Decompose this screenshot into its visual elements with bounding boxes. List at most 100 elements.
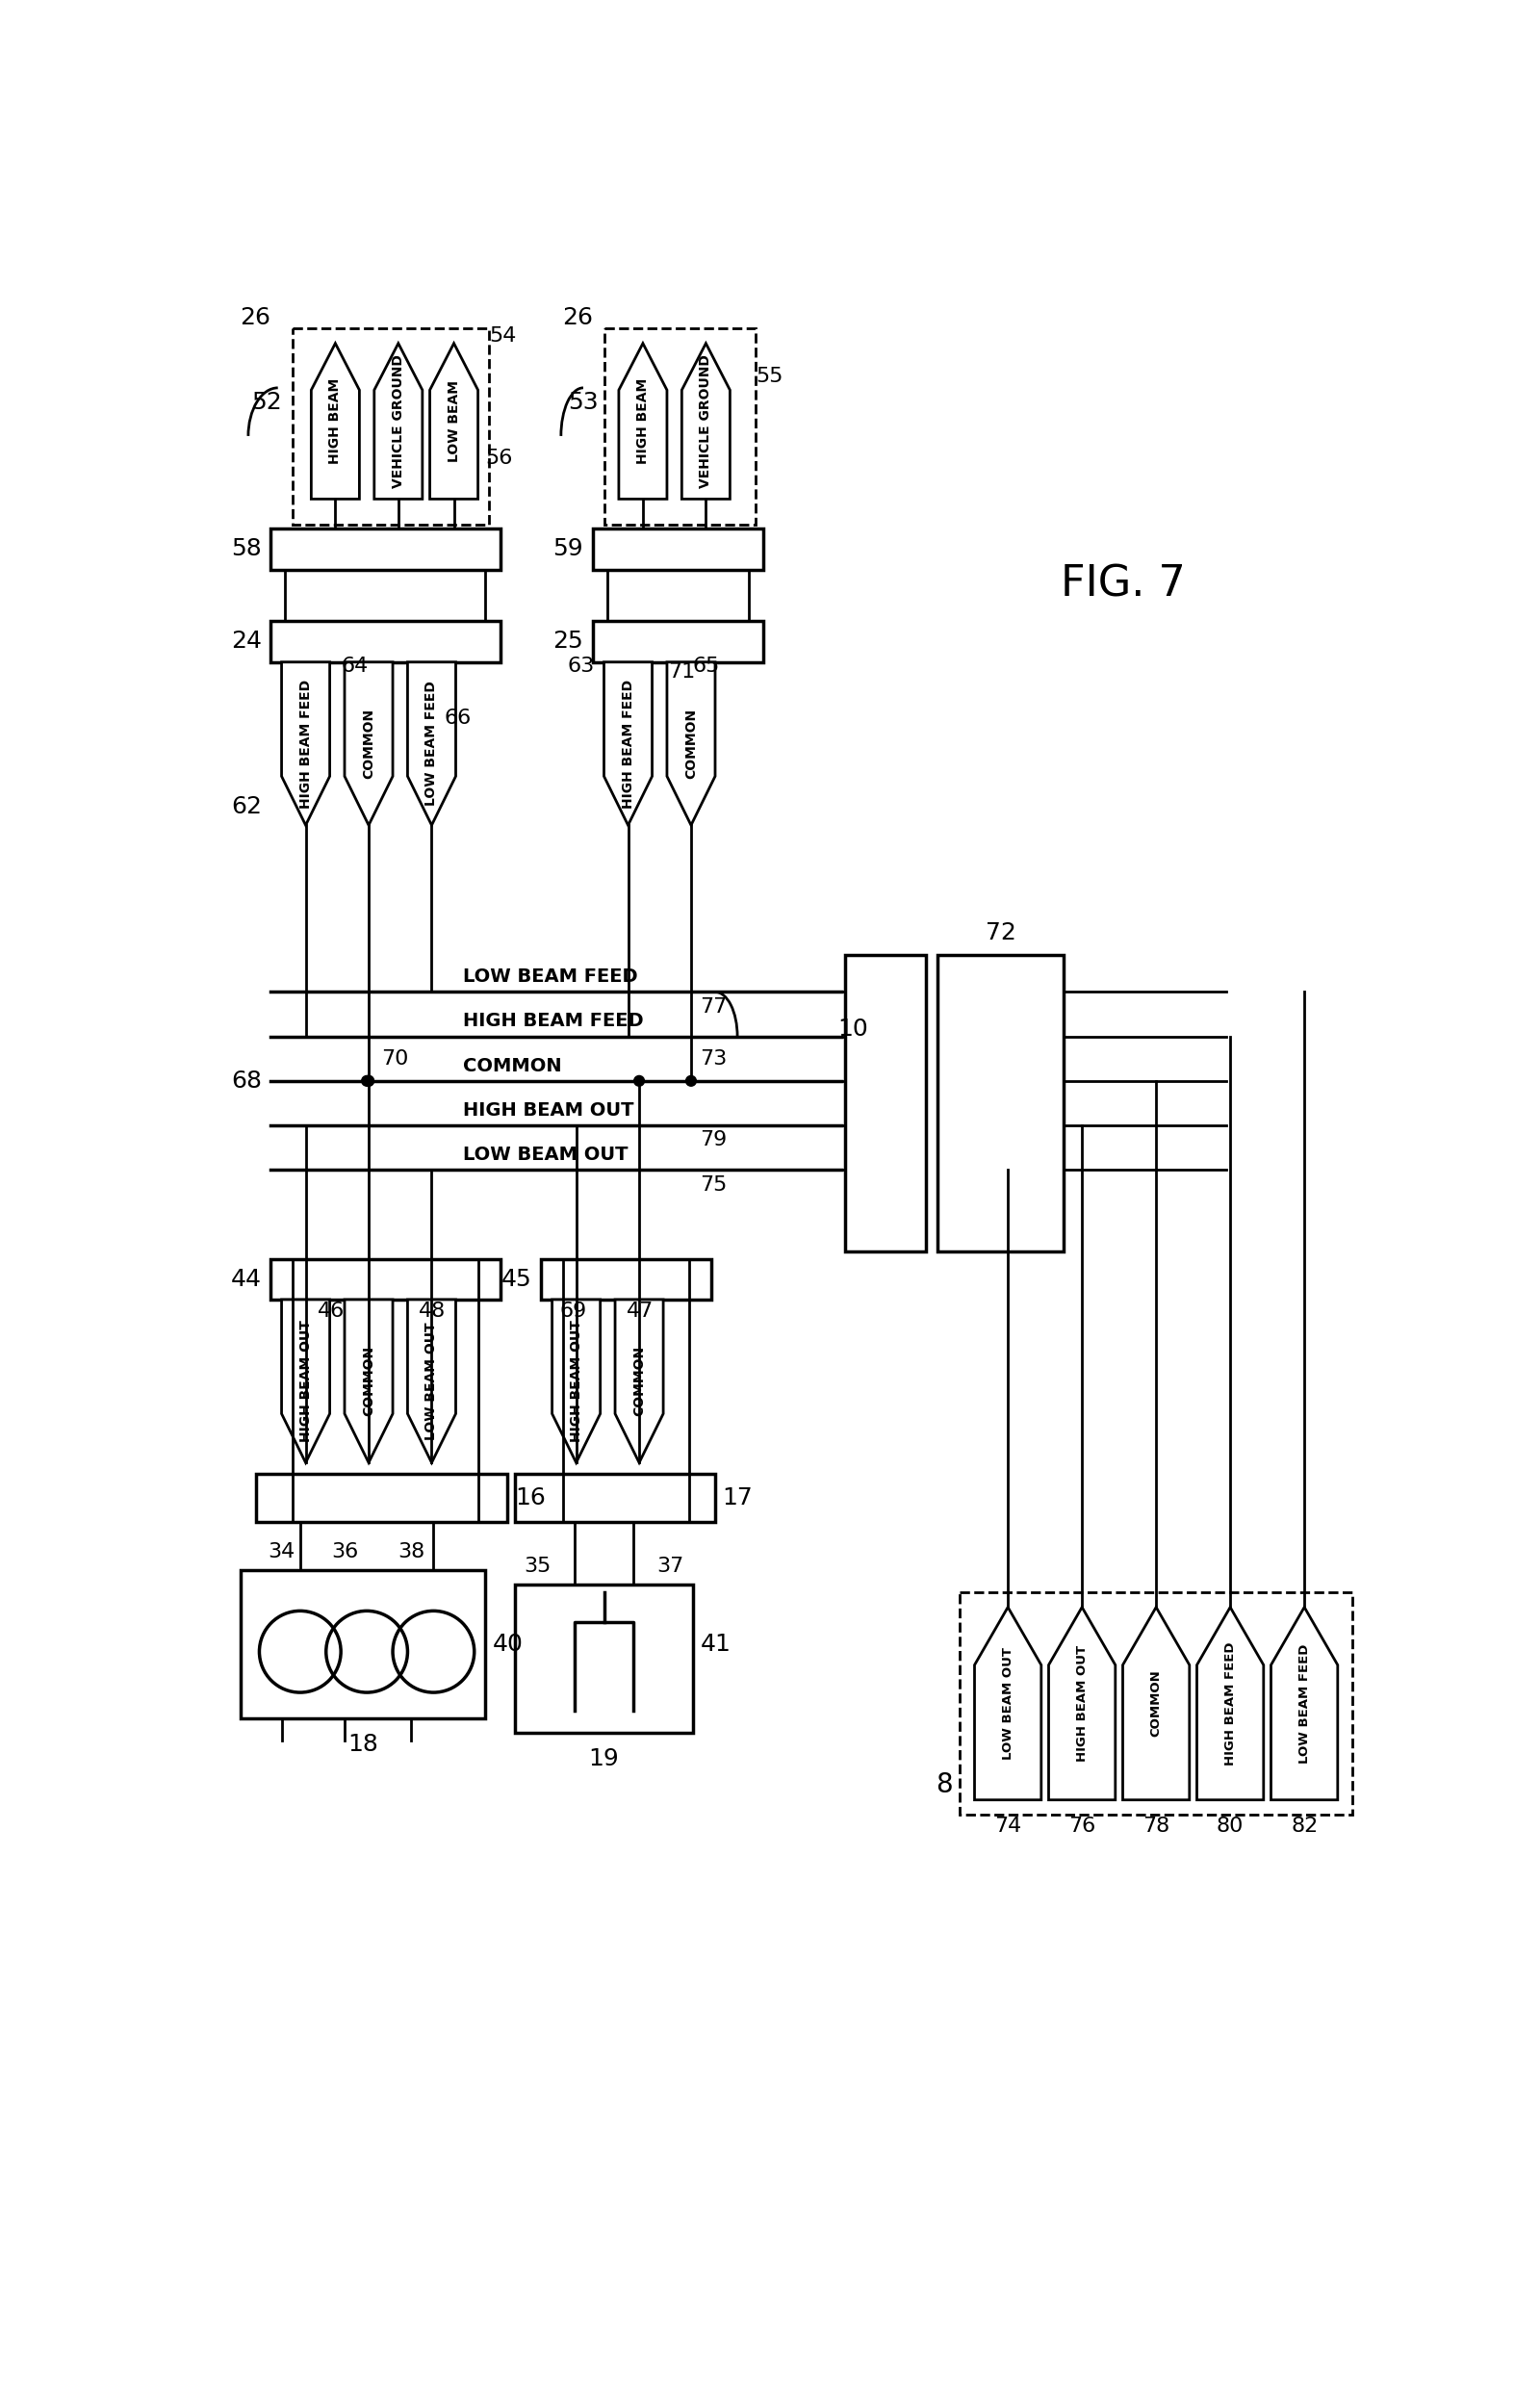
Bar	[271, 621, 500, 662]
Bar	[541, 1259, 711, 1300]
Text: LOW BEAM OUT: LOW BEAM OUT	[464, 1146, 628, 1163]
Text: 34: 34	[268, 1542, 296, 1561]
Polygon shape	[1123, 1607, 1189, 1801]
Polygon shape	[282, 662, 330, 825]
Text: 35: 35	[524, 1556, 551, 1575]
Bar	[271, 528, 500, 568]
Text: 58: 58	[231, 537, 262, 561]
Text: LOW BEAM FEED: LOW BEAM FEED	[1298, 1643, 1311, 1763]
Circle shape	[363, 1077, 374, 1086]
Circle shape	[362, 1077, 373, 1086]
Polygon shape	[553, 1300, 601, 1463]
Polygon shape	[282, 1300, 330, 1463]
Text: 18: 18	[348, 1734, 379, 1755]
Text: 64: 64	[340, 657, 368, 676]
Text: COMMON: COMMON	[362, 707, 376, 779]
Text: LOW BEAM OUT: LOW BEAM OUT	[425, 1321, 439, 1441]
Text: 63: 63	[567, 657, 594, 676]
Text: FIG. 7: FIG. 7	[1061, 564, 1186, 604]
Text: 46: 46	[317, 1302, 345, 1321]
Text: VEHICLE GROUND: VEHICLE GROUND	[699, 355, 713, 489]
Text: LOW BEAM: LOW BEAM	[447, 381, 460, 463]
Text: 19: 19	[588, 1748, 619, 1770]
Text: 55: 55	[756, 367, 784, 386]
Text: 47: 47	[627, 1302, 653, 1321]
Circle shape	[685, 1077, 696, 1086]
Text: HIGH BEAM: HIGH BEAM	[328, 379, 342, 465]
Text: 82: 82	[1291, 1815, 1318, 1834]
Polygon shape	[619, 343, 667, 499]
Polygon shape	[1270, 1607, 1338, 1801]
Bar	[271, 1259, 500, 1300]
Polygon shape	[614, 1300, 664, 1463]
Bar	[959, 1592, 1352, 1815]
Text: HIGH BEAM: HIGH BEAM	[636, 379, 650, 465]
Text: 37: 37	[658, 1556, 684, 1575]
Polygon shape	[682, 343, 730, 499]
Text: 76: 76	[1069, 1815, 1095, 1834]
Text: 72: 72	[986, 921, 1016, 945]
Text: HIGH BEAM OUT: HIGH BEAM OUT	[1076, 1645, 1089, 1763]
Text: 53: 53	[568, 391, 599, 415]
Circle shape	[363, 1077, 374, 1086]
Text: 75: 75	[701, 1175, 727, 1194]
Bar	[593, 621, 764, 662]
Bar	[593, 528, 764, 568]
Text: 10: 10	[838, 1017, 869, 1041]
Polygon shape	[1049, 1607, 1115, 1801]
Text: 52: 52	[251, 391, 282, 415]
Polygon shape	[311, 343, 359, 499]
Text: COMMON: COMMON	[633, 1345, 645, 1417]
Text: 68: 68	[231, 1070, 262, 1093]
Polygon shape	[430, 343, 477, 499]
Circle shape	[634, 1077, 644, 1086]
Text: 54: 54	[490, 326, 516, 345]
Bar	[514, 1475, 715, 1523]
Bar	[604, 329, 756, 525]
Polygon shape	[408, 662, 456, 825]
Text: 24: 24	[231, 631, 262, 652]
Text: 69: 69	[559, 1302, 587, 1321]
Text: 17: 17	[722, 1487, 753, 1508]
Polygon shape	[667, 662, 715, 825]
Text: HIGH BEAM OUT: HIGH BEAM OUT	[570, 1319, 584, 1441]
Text: 62: 62	[231, 796, 262, 818]
Text: 26: 26	[240, 307, 271, 329]
Text: 73: 73	[701, 1048, 727, 1067]
Text: COMMON: COMMON	[464, 1058, 562, 1074]
Text: 25: 25	[553, 631, 584, 652]
Text: 45: 45	[502, 1269, 533, 1290]
Bar	[938, 954, 1064, 1252]
Text: 66: 66	[445, 707, 471, 727]
Bar	[514, 1585, 693, 1734]
Polygon shape	[1197, 1607, 1263, 1801]
Text: LOW BEAM OUT: LOW BEAM OUT	[1001, 1647, 1015, 1760]
Text: COMMON: COMMON	[684, 707, 698, 779]
Text: 80: 80	[1217, 1815, 1244, 1834]
Text: 16: 16	[514, 1487, 545, 1508]
Text: HIGH BEAM FEED: HIGH BEAM FEED	[621, 679, 634, 808]
Text: 77: 77	[701, 998, 727, 1017]
Text: 41: 41	[701, 1633, 731, 1655]
Polygon shape	[345, 1300, 393, 1463]
Bar	[845, 954, 927, 1252]
Text: 56: 56	[485, 448, 513, 468]
Polygon shape	[408, 1300, 456, 1463]
Text: 71: 71	[668, 662, 696, 681]
Bar	[293, 329, 490, 525]
Text: 59: 59	[553, 537, 584, 561]
Text: HIGH BEAM FEED: HIGH BEAM FEED	[299, 679, 313, 808]
Text: 79: 79	[701, 1129, 727, 1149]
Text: LOW BEAM FEED: LOW BEAM FEED	[425, 681, 439, 806]
Text: COMMON: COMMON	[1150, 1669, 1163, 1736]
Text: HIGH BEAM OUT: HIGH BEAM OUT	[299, 1319, 313, 1441]
Bar	[240, 1571, 485, 1719]
Text: HIGH BEAM OUT: HIGH BEAM OUT	[464, 1101, 634, 1120]
Text: 40: 40	[493, 1633, 524, 1655]
Text: 65: 65	[693, 657, 721, 676]
Text: 38: 38	[397, 1542, 425, 1561]
Text: 8: 8	[935, 1772, 952, 1798]
Bar	[256, 1475, 508, 1523]
Text: HIGH BEAM FEED: HIGH BEAM FEED	[1224, 1643, 1237, 1765]
Text: HIGH BEAM FEED: HIGH BEAM FEED	[464, 1012, 644, 1031]
